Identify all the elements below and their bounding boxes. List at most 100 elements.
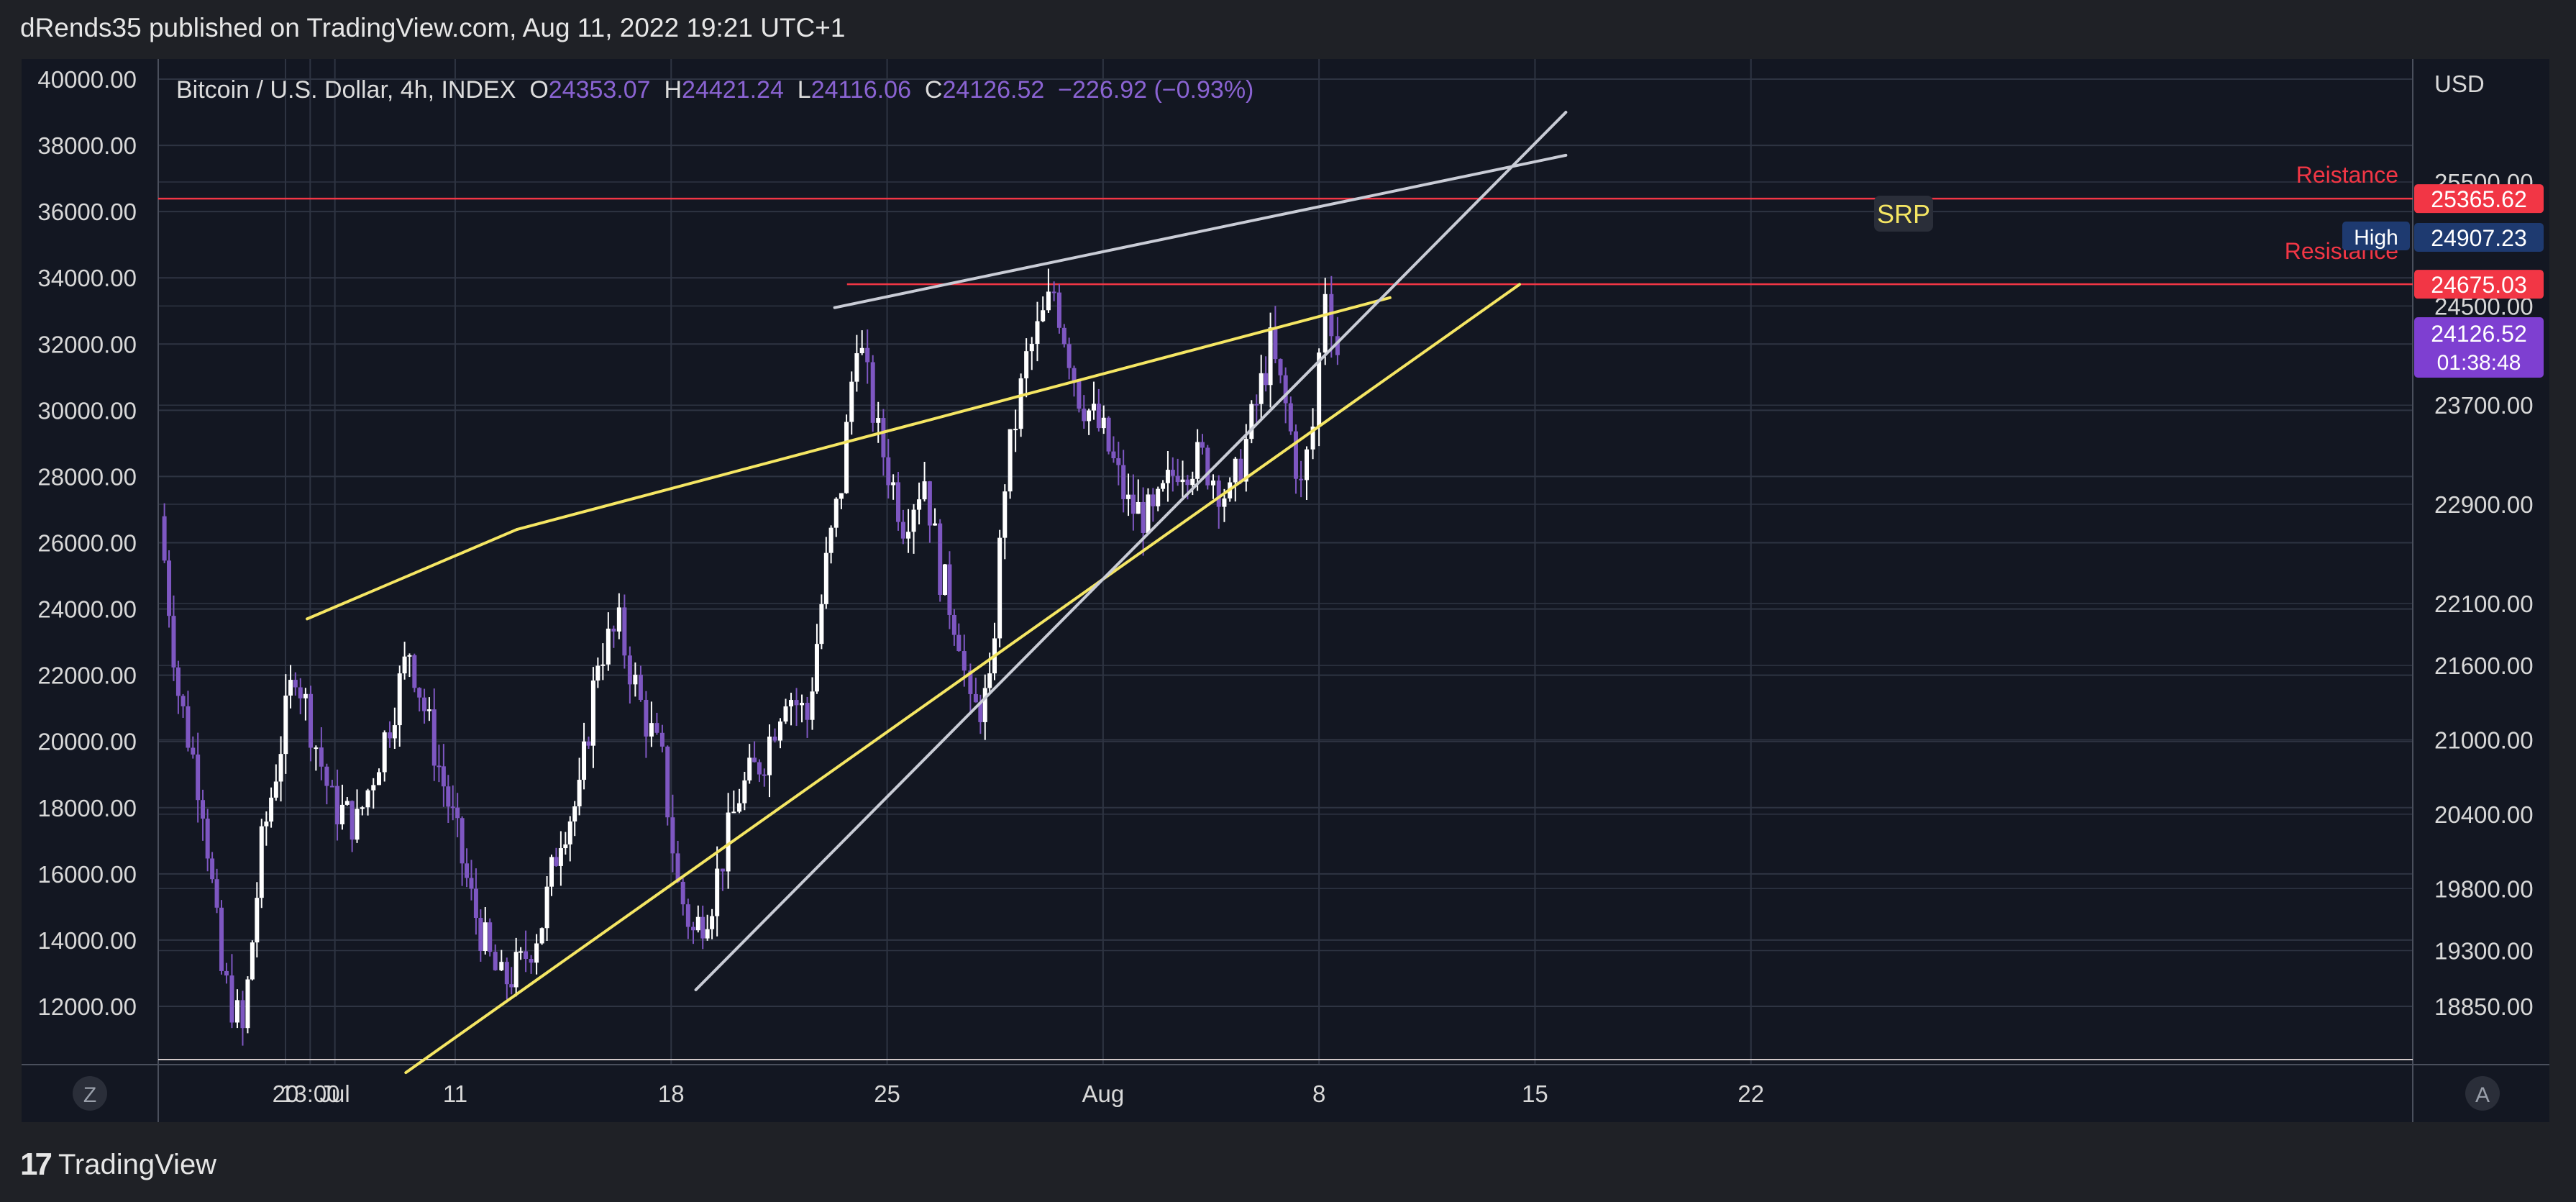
candle-body — [973, 693, 978, 703]
candle-body — [1151, 494, 1156, 506]
candle — [314, 745, 319, 771]
candle-body — [951, 614, 956, 635]
candle-body — [245, 979, 250, 1029]
candle — [900, 509, 905, 545]
candle-body — [1222, 498, 1227, 507]
right-axis-tick: 21000.00 — [2434, 727, 2534, 753]
candle — [1087, 409, 1092, 435]
candle — [309, 686, 314, 762]
right-axis-tick: 18850.00 — [2434, 993, 2534, 1020]
candle-body — [762, 774, 767, 776]
last-price-tag: 24126.52 01:38:48 — [2414, 317, 2544, 378]
candle-body — [1126, 494, 1131, 499]
candle — [757, 759, 762, 783]
candle — [465, 848, 470, 888]
candle-body — [987, 673, 992, 688]
brand[interactable]: 17 TradingView — [20, 1147, 216, 1183]
candle-body — [737, 803, 742, 812]
candle — [1091, 381, 1096, 420]
time-axis-tick: 8 — [1312, 1080, 1325, 1107]
candle-body — [895, 482, 900, 522]
candle-body — [968, 670, 973, 694]
candle-body — [1116, 458, 1121, 465]
candle-body — [772, 737, 777, 741]
candle-body — [627, 655, 632, 685]
candle-body — [339, 804, 344, 824]
candle — [938, 519, 943, 602]
left-axis-tick: 30000.00 — [37, 397, 137, 424]
candle — [606, 612, 611, 671]
candle — [539, 927, 544, 945]
axis-button-left[interactable]: Z — [73, 1076, 107, 1111]
candle — [800, 694, 805, 723]
candle-body — [700, 916, 705, 939]
candle — [224, 962, 229, 984]
time-axis-tick: 18 — [658, 1080, 685, 1107]
candle — [654, 712, 659, 735]
left-axis-area — [22, 59, 158, 1065]
candle — [876, 401, 881, 443]
candle-body — [1216, 481, 1221, 507]
candle — [616, 593, 621, 639]
candle-body — [720, 868, 725, 872]
left-axis-tick: 12000.00 — [37, 993, 137, 1020]
resistance-tag-1-bg — [2414, 184, 2544, 214]
candle — [1136, 479, 1141, 514]
candle — [1111, 436, 1116, 463]
candle — [167, 550, 172, 628]
candle-body — [549, 857, 554, 887]
candle-body — [1170, 470, 1175, 476]
open-label: O — [529, 76, 549, 104]
candle-body — [446, 786, 451, 807]
candle-body — [309, 693, 314, 748]
candle — [350, 800, 355, 852]
candle-body — [854, 353, 859, 382]
axis-button-label: A — [2475, 1083, 2490, 1107]
candle — [493, 944, 498, 971]
candle-body — [947, 564, 952, 615]
candle — [483, 906, 488, 955]
candle — [720, 868, 725, 891]
candle — [450, 785, 455, 821]
candle-body — [278, 754, 283, 782]
upper-channel-extension — [515, 296, 1392, 532]
candle — [789, 692, 794, 726]
candle-body — [823, 552, 828, 604]
candle — [705, 914, 710, 941]
candle-body — [800, 703, 805, 706]
candle — [563, 832, 568, 855]
candle-body — [1238, 458, 1243, 482]
candle — [881, 409, 886, 476]
trend-lines — [306, 111, 1568, 1075]
candle-body — [1283, 375, 1288, 404]
candle — [549, 854, 554, 896]
candle-body — [1264, 373, 1269, 386]
axis-button-right[interactable]: A — [2465, 1076, 2500, 1111]
candle — [1106, 416, 1111, 455]
candle-body — [1268, 327, 1273, 386]
candle — [742, 771, 747, 811]
candle — [1101, 405, 1106, 434]
time-axis-tick: 13:00 — [280, 1080, 340, 1107]
candle — [951, 609, 956, 646]
candle-body — [563, 844, 568, 849]
candle — [1317, 348, 1322, 447]
candle-body — [794, 700, 799, 706]
candle-body — [675, 853, 680, 882]
candle — [595, 657, 600, 688]
candle-body — [417, 688, 422, 698]
candle — [407, 653, 412, 678]
candle-body — [922, 481, 927, 500]
candle — [1323, 278, 1328, 365]
candle — [956, 623, 962, 652]
candle — [171, 595, 176, 681]
candle — [627, 646, 632, 704]
candle-body — [849, 381, 854, 422]
candle-body — [1205, 447, 1210, 486]
candle — [1146, 488, 1151, 534]
candle — [1018, 373, 1023, 437]
candle — [298, 678, 303, 714]
candle — [870, 355, 875, 432]
candle — [402, 642, 407, 680]
